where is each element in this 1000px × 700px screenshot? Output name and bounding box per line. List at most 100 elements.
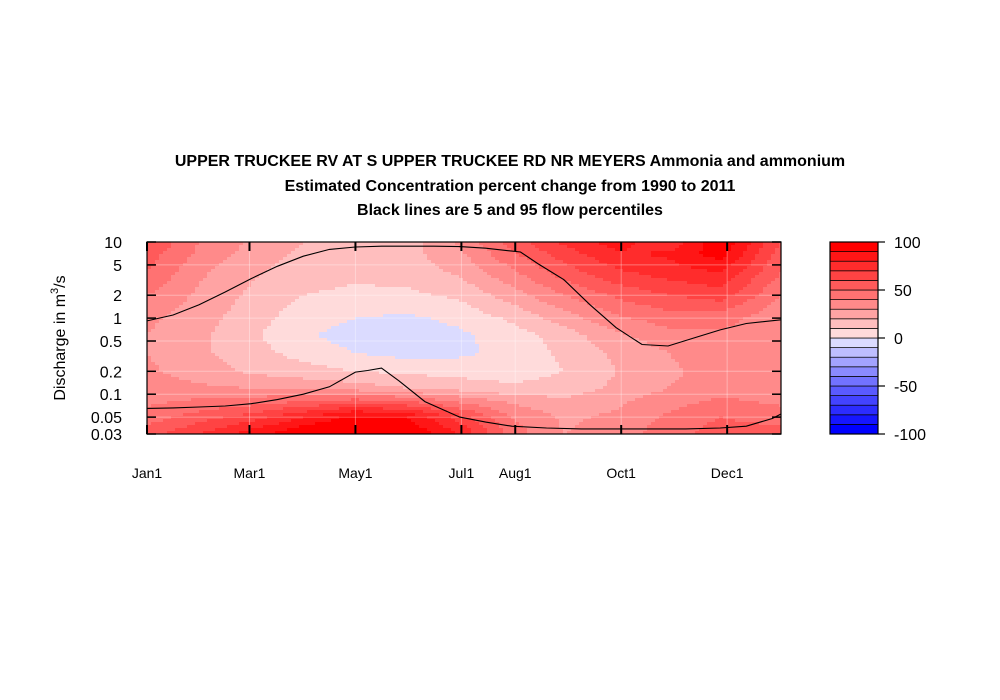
heatmap-cell [187,419,192,423]
heatmap-cell [211,419,216,423]
heatmap-cell [251,281,256,285]
heatmap-cell [179,365,184,369]
heatmap-cell [355,302,360,306]
heatmap-cell [267,341,272,345]
heatmap-cell [307,257,312,261]
heatmap-cell [191,353,196,357]
heatmap-cell [259,332,264,336]
heatmap-cell [311,404,316,408]
heatmap-cell [187,431,192,434]
heatmap-cell [295,290,300,294]
heatmap-cell [283,320,288,324]
heatmap-cell [243,419,248,423]
heatmap-cell [259,242,264,246]
heatmap-cell [207,242,212,246]
heatmap-cell [275,425,280,429]
heatmap-cell [255,329,260,333]
heatmap-cell [251,314,256,318]
heatmap-cell [227,374,232,378]
heatmap-cell [215,413,220,417]
heatmap-cell [275,326,280,330]
heatmap-cell [327,293,332,297]
heatmap-cell [339,347,344,351]
heatmap-cell [331,344,336,348]
heatmap-cell [279,287,284,291]
heatmap-cell [319,326,324,330]
heatmap-cell [211,383,216,387]
heatmap-cell [335,320,340,324]
heatmap-cell [159,428,164,432]
heatmap-cell [243,404,248,408]
heatmap-cell [259,404,264,408]
heatmap-cell [243,245,248,249]
heatmap-cell [187,380,192,384]
heatmap-cell [171,296,176,300]
heatmap-cell [195,410,200,414]
heatmap-cell [303,347,308,351]
heatmap-cell [207,413,212,417]
heatmap-cell [287,380,292,384]
heatmap-cell [307,347,312,351]
heatmap-cell [207,341,212,345]
heatmap-cell [275,302,280,306]
heatmap-cell [271,338,276,342]
heatmap-cell [303,407,308,411]
heatmap-cell [291,398,296,402]
heatmap-cell [219,431,224,434]
heatmap-cell [195,269,200,273]
heatmap-cell [175,407,180,411]
heatmap-cell [279,305,284,309]
heatmap-cell [335,365,340,369]
heatmap-cell [187,302,192,306]
heatmap-cell [291,350,296,354]
heatmap-cell [243,416,248,420]
heatmap-cell [215,368,220,372]
heatmap-cell [179,371,184,375]
heatmap-cell [155,326,160,330]
heatmap-cell [183,287,188,291]
heatmap-cell [171,359,176,363]
heatmap-cell [267,407,272,411]
heatmap-cell [303,371,308,375]
heatmap-cell [199,257,204,261]
heatmap-cell [167,245,172,249]
heatmap-cell [347,398,352,402]
heatmap-cell [287,383,292,387]
heatmap-cell [347,332,352,336]
heatmap-cell [263,263,268,267]
heatmap-cell [363,374,368,378]
heatmap-cell [331,320,336,324]
heatmap-cell [275,350,280,354]
heatmap-cell [255,299,260,303]
heatmap-cell [319,359,324,363]
heatmap-cell [335,269,340,273]
heatmap-cell [283,377,288,381]
heatmap-cell [227,260,232,264]
heatmap-cell [263,338,268,342]
heatmap-cell [159,371,164,375]
heatmap-cell [199,368,204,372]
heatmap-cell [327,317,332,321]
heatmap-cell [215,263,220,267]
heatmap-cell [207,254,212,258]
heatmap-cell [223,311,228,315]
heatmap-cell [199,290,204,294]
heatmap-cell [327,260,332,264]
heatmap-cell [251,326,256,330]
heatmap-cell [255,386,260,390]
heatmap-cell [299,428,304,432]
heatmap-cell [223,254,228,258]
heatmap-cell [187,374,192,378]
heatmap-cell [235,278,240,282]
heatmap-cell [171,371,176,375]
heatmap-cell [283,398,288,402]
heatmap-cell [207,419,212,423]
heatmap-cell [315,425,320,429]
heatmap-cell [299,383,304,387]
heatmap-cell [227,359,232,363]
heatmap-cell [335,275,340,279]
heatmap-cell [271,284,276,288]
heatmap-cell [235,425,240,429]
heatmap-cell [359,368,364,372]
heatmap-cell [235,386,240,390]
